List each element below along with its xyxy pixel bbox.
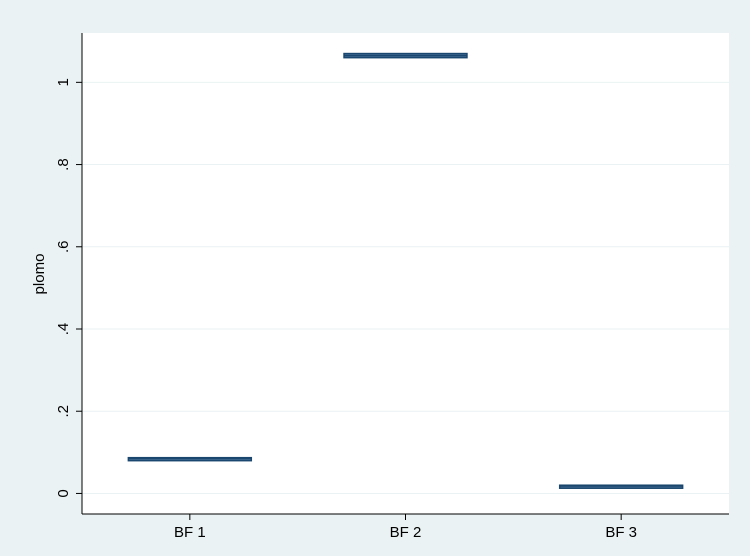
x-tick-label: BF 1 — [174, 524, 206, 541]
boxes — [127, 52, 684, 489]
y-tick-label: 0 — [55, 489, 72, 497]
x-tick-label: BF 3 — [605, 524, 637, 541]
y-tick-label: .2 — [55, 405, 72, 418]
x-ticks: BF 1 BF 2 BF 3 — [174, 514, 637, 541]
plot-area — [82, 33, 729, 514]
y-tick-label: 1 — [55, 78, 72, 86]
y-tick-label: .8 — [55, 158, 72, 171]
y-tick-label: .6 — [55, 241, 72, 254]
y-ticks: 0 .2 .4 .6 .8 1 — [55, 78, 82, 498]
x-tick-label: BF 2 — [390, 524, 422, 541]
grid-lines — [82, 81, 729, 494]
y-axis-title: plomo — [31, 254, 48, 295]
y-tick-label: .4 — [55, 323, 72, 336]
